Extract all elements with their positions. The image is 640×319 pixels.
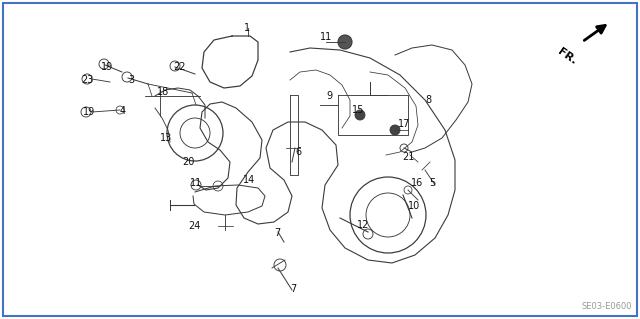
Text: 6: 6 (295, 147, 301, 157)
Text: 7: 7 (274, 228, 280, 238)
Text: 22: 22 (173, 62, 185, 72)
Text: 13: 13 (160, 133, 172, 143)
Text: 4: 4 (120, 106, 126, 116)
Circle shape (338, 35, 352, 49)
Text: 10: 10 (408, 201, 420, 211)
Text: 5: 5 (429, 178, 435, 188)
Text: 12: 12 (357, 220, 369, 230)
Text: 18: 18 (157, 87, 169, 97)
Text: 19: 19 (83, 107, 95, 117)
Text: FR.: FR. (556, 46, 578, 66)
Text: 16: 16 (411, 178, 423, 188)
Text: 1: 1 (244, 23, 250, 33)
Circle shape (390, 125, 400, 135)
Text: 20: 20 (182, 157, 194, 167)
Text: 14: 14 (243, 175, 255, 185)
Circle shape (355, 110, 365, 120)
Text: 9: 9 (326, 91, 332, 101)
Text: 23: 23 (81, 75, 93, 85)
Text: 7: 7 (290, 284, 296, 294)
Text: 19: 19 (101, 62, 113, 72)
Text: 15: 15 (352, 105, 364, 115)
Text: 17: 17 (398, 119, 410, 129)
Text: SE03-E0600: SE03-E0600 (582, 302, 632, 311)
Text: 3: 3 (128, 75, 134, 85)
Text: 8: 8 (425, 95, 431, 105)
Text: 11: 11 (190, 178, 202, 188)
Text: 24: 24 (188, 221, 200, 231)
Text: 21: 21 (402, 152, 414, 162)
Text: 11: 11 (320, 32, 332, 42)
